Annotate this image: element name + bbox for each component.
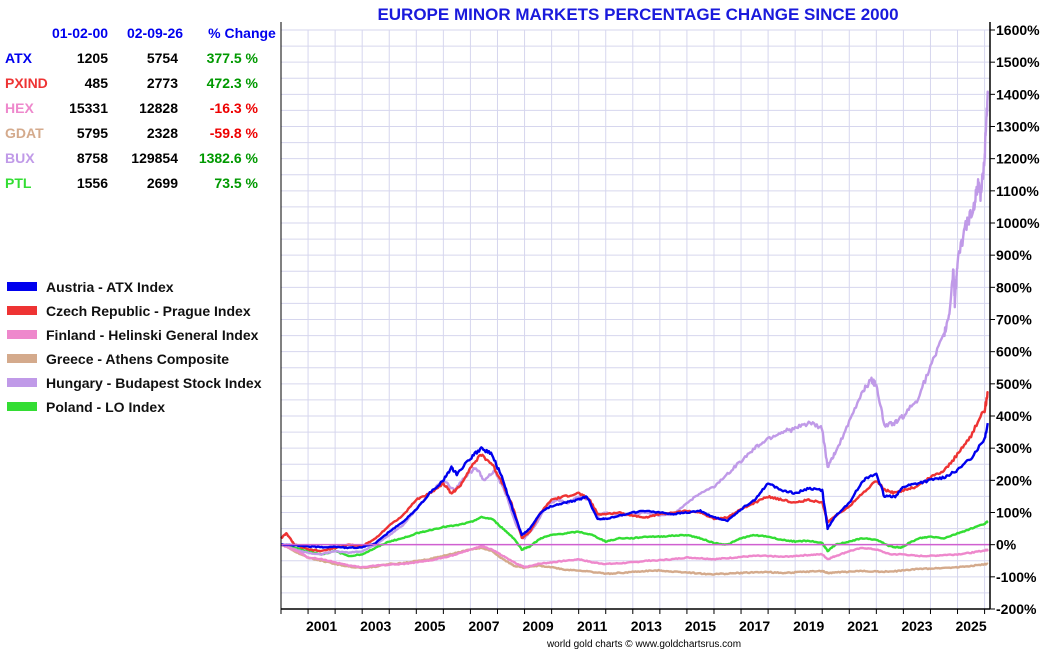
series-line-austria: [280, 422, 989, 550]
table-cell-change: 472.3 %: [207, 75, 259, 91]
axes: [280, 22, 991, 610]
table-cell-start: 15331: [69, 100, 108, 116]
y-tick-label: 800%: [996, 279, 1032, 295]
table-cell-end: 2328: [147, 125, 178, 141]
table-cell-code: PTL: [5, 175, 32, 191]
y-axis-ticks: 1600% 1500% 1400% 1300% 1200% 1100% 1000% 900% 8…: [990, 22, 1040, 617]
chart-credit: world gold charts © www.goldchartsrus.co…: [546, 639, 741, 650]
series-line-czech-republic: [280, 391, 989, 553]
table-cell-change: 1382.6 %: [199, 150, 259, 166]
x-tick-label: 2013: [631, 618, 662, 634]
table-cell-start: 8758: [77, 150, 108, 166]
series-lines: [280, 90, 989, 576]
x-tick-label: 2021: [847, 618, 878, 634]
table-cell-code: ATX: [5, 50, 33, 66]
y-tick-label: 1500%: [996, 54, 1040, 70]
y-tick-label: 1000%: [996, 215, 1040, 231]
series-line-poland: [280, 515, 989, 558]
y-tick-label: -200%: [996, 601, 1037, 617]
y-tick-label: 300%: [996, 440, 1032, 456]
legend-label: Greece - Athens Composite: [46, 351, 229, 367]
y-tick-label: 1400%: [996, 86, 1040, 102]
x-tick-label: 2005: [414, 618, 445, 634]
x-tick-label: 2001: [306, 618, 337, 634]
x-tick-label: 2019: [793, 618, 824, 634]
table-header: 01-02-00: [52, 25, 108, 41]
table-cell-code: PXIND: [5, 75, 48, 91]
y-tick-label: 1200%: [996, 151, 1040, 167]
table-cell-end: 2699: [147, 175, 178, 191]
table-cell-start: 1205: [77, 50, 108, 66]
table-cell-end: 12828: [139, 100, 178, 116]
legend-label: Austria - ATX Index: [46, 279, 174, 295]
table-cell-end: 5754: [147, 50, 178, 66]
table-cell-change: 73.5 %: [214, 175, 258, 191]
x-tick-label: 2015: [685, 618, 716, 634]
y-tick-label: 900%: [996, 247, 1032, 263]
legend-swatch: [7, 330, 37, 339]
table-cell-code: GDAT: [5, 125, 44, 141]
x-tick-label: 2011: [577, 618, 608, 634]
legend-swatch: [7, 378, 37, 387]
legend-swatch: [7, 282, 37, 291]
table-header: 02-09-26: [127, 25, 183, 41]
table-cell-code: BUX: [5, 150, 35, 166]
x-tick-label: 2023: [901, 618, 932, 634]
summary-table: 01-02-00 02-09-26 % Change ATX 1205 5754 377.5…: [5, 25, 276, 191]
series-line-finland: [280, 543, 989, 569]
x-tick-label: 2017: [739, 618, 770, 634]
table-cell-change: 377.5 %: [207, 50, 259, 66]
table-cell-change: -59.8 %: [210, 125, 259, 141]
legend-swatch: [7, 402, 37, 411]
grid: [280, 29, 990, 610]
table-cell-start: 1556: [77, 175, 108, 191]
table-cell-start: 5795: [77, 125, 108, 141]
legend-label: Czech Republic - Prague Index: [46, 303, 251, 319]
y-tick-label: 400%: [996, 408, 1032, 424]
y-tick-label: 1600%: [996, 22, 1040, 38]
y-tick-label: 700%: [996, 312, 1032, 328]
x-axis-ticks: 2001 2003 2005 2007 2009 2011 2013 2015 2017 2019…: [280, 609, 987, 634]
y-tick-label: 200%: [996, 472, 1032, 488]
table-header: % Change: [208, 25, 276, 41]
table-cell-end: 129854: [131, 150, 178, 166]
legend-label: Finland - Helinski General Index: [46, 327, 259, 343]
y-tick-label: 600%: [996, 344, 1032, 360]
y-tick-label: 1100%: [996, 183, 1039, 199]
legend-label: Hungary - Budapest Stock Index: [46, 375, 262, 391]
legend: Austria - ATX Index Czech Republic - Prag…: [7, 279, 262, 415]
legend-label: Poland - LO Index: [46, 399, 165, 415]
y-tick-label: 500%: [996, 376, 1032, 392]
chart-title: EUROPE MINOR MARKETS PERCENTAGE CHANGE S…: [377, 5, 898, 24]
table-cell-end: 2773: [147, 75, 178, 91]
y-tick-label: 0%: [996, 537, 1017, 553]
x-tick-label: 2003: [360, 618, 391, 634]
y-tick-label: -100%: [996, 569, 1037, 585]
table-cell-code: HEX: [5, 100, 34, 116]
x-tick-label: 2007: [468, 618, 499, 634]
y-tick-label: 100%: [996, 505, 1032, 521]
table-cell-change: -16.3 %: [210, 100, 259, 116]
x-tick-label: 2009: [523, 618, 554, 634]
legend-swatch: [7, 306, 37, 315]
legend-swatch: [7, 354, 37, 363]
x-tick-label: 2025: [955, 618, 986, 634]
y-tick-label: 1300%: [996, 119, 1040, 135]
table-cell-start: 485: [85, 75, 109, 91]
